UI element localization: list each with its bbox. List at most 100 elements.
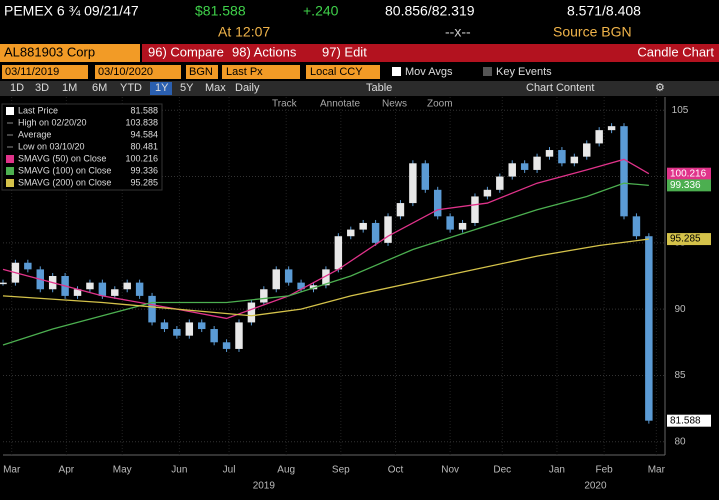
candle	[73, 289, 82, 296]
field: Last Px	[226, 66, 263, 78]
x-tick-label: Jun	[171, 465, 187, 476]
candle	[235, 322, 243, 349]
candle	[471, 196, 479, 223]
candle	[185, 322, 194, 336]
period-button[interactable]: 1M	[62, 82, 77, 94]
period-button[interactable]: 6M	[92, 82, 107, 94]
legend-value: 80.481	[130, 141, 158, 151]
value-tag	[667, 233, 711, 246]
candle	[111, 289, 119, 296]
candle	[508, 163, 516, 177]
candle	[135, 282, 144, 296]
candle	[173, 329, 181, 336]
table-button[interactable]: Table	[366, 82, 392, 94]
candle	[570, 156, 579, 164]
period-button[interactable]: 1D	[10, 82, 24, 94]
compare-menu[interactable]: 96) Compare	[148, 44, 224, 59]
x-tick-label: Oct	[388, 465, 404, 476]
y-tick-label: 85	[674, 370, 686, 381]
chart-tool[interactable]: Annotate	[320, 99, 360, 110]
candle	[545, 150, 554, 157]
mov-avgs: Mov Avgs	[405, 66, 453, 78]
value-tag-label: 81.588	[670, 415, 701, 426]
ticker-box[interactable]	[0, 44, 140, 62]
source-box[interactable]	[186, 65, 218, 79]
candle	[297, 282, 305, 290]
candle	[334, 236, 343, 270]
period-button[interactable]: Max	[205, 82, 226, 94]
year-label: 2019	[253, 481, 276, 492]
candle	[0, 282, 7, 285]
x-tick-label: Mar	[3, 465, 21, 476]
candle	[272, 269, 280, 290]
legend-swatch	[6, 179, 14, 187]
edit-menu[interactable]: 97) Edit	[322, 44, 367, 59]
start-box[interactable]	[2, 65, 88, 79]
candle	[24, 262, 32, 270]
candle	[222, 342, 231, 349]
legend-label: SMAVG (100) on Close	[18, 165, 111, 175]
period-button[interactable]: 1Y	[155, 82, 169, 94]
actions-menu[interactable]: 98) Actions	[232, 44, 297, 59]
value-tag-label: 100.216	[670, 168, 707, 179]
legend-value: 95.285	[130, 177, 158, 187]
legend-value: 100.216	[125, 153, 158, 163]
legend-label: Low on 03/10/20	[18, 141, 85, 151]
key-events-checkbox[interactable]	[483, 67, 492, 76]
frequency[interactable]: Daily	[235, 82, 260, 94]
period-button[interactable]: 3D	[35, 82, 49, 94]
value-tag	[667, 179, 711, 192]
candle	[322, 269, 330, 286]
chart-tool[interactable]: Track	[272, 99, 298, 110]
currency-box[interactable]	[306, 65, 380, 79]
candle	[409, 163, 417, 204]
candle	[595, 130, 603, 144]
chart-tool[interactable]: News	[382, 99, 407, 110]
chart-content[interactable]: Chart Content	[526, 82, 594, 94]
candle	[148, 295, 156, 323]
price: $81.588	[195, 3, 246, 19]
candle	[284, 269, 293, 283]
legend-value: 94.584	[130, 129, 158, 139]
legend-label: Average	[18, 129, 51, 139]
period-highlight	[150, 82, 172, 95]
candle	[632, 216, 641, 237]
x-tick-label: Apr	[59, 465, 75, 476]
value-tag	[667, 414, 711, 427]
end-date: 03/10/2020	[98, 66, 153, 78]
source: Source BGN	[553, 24, 632, 40]
end-box[interactable]	[95, 65, 181, 79]
candle	[98, 282, 107, 296]
period-button[interactable]: YTD	[120, 82, 142, 94]
x-tick-label: Jan	[549, 465, 565, 476]
candle	[645, 236, 653, 421]
candle	[260, 289, 268, 303]
period-bar	[0, 81, 719, 96]
candle	[396, 203, 405, 217]
legend-label: SMAVG (50) on Close	[18, 153, 106, 163]
x-tick-label: Nov	[441, 465, 459, 476]
x-tick-label: Dec	[493, 465, 511, 476]
value-tag-label: 95.285	[670, 234, 701, 245]
candle	[421, 163, 430, 190]
candle	[520, 163, 529, 170]
candle	[86, 282, 94, 290]
value-tag	[667, 167, 711, 180]
value-tag-label: 99.336	[670, 180, 701, 191]
legend-label: SMAVG (200) on Close	[18, 177, 111, 187]
settings-gear[interactable]: ⚙	[655, 82, 665, 94]
security: PEMEX 6 ¾ 09/21/47	[4, 3, 139, 19]
legend-label: High on 02/20/20	[18, 117, 87, 127]
bid-ask: 80.856/82.319	[385, 3, 475, 19]
candle	[384, 216, 392, 243]
field-box[interactable]	[222, 65, 300, 79]
candle	[533, 156, 541, 170]
candle	[620, 126, 628, 217]
chart-tool[interactable]: Zoom	[427, 99, 453, 110]
mov-avgs-checkbox[interactable]	[392, 67, 401, 76]
moving-average	[2, 182, 649, 346]
menu-bar	[142, 44, 719, 62]
period-button[interactable]: 5Y	[180, 82, 194, 94]
candle	[197, 322, 206, 330]
